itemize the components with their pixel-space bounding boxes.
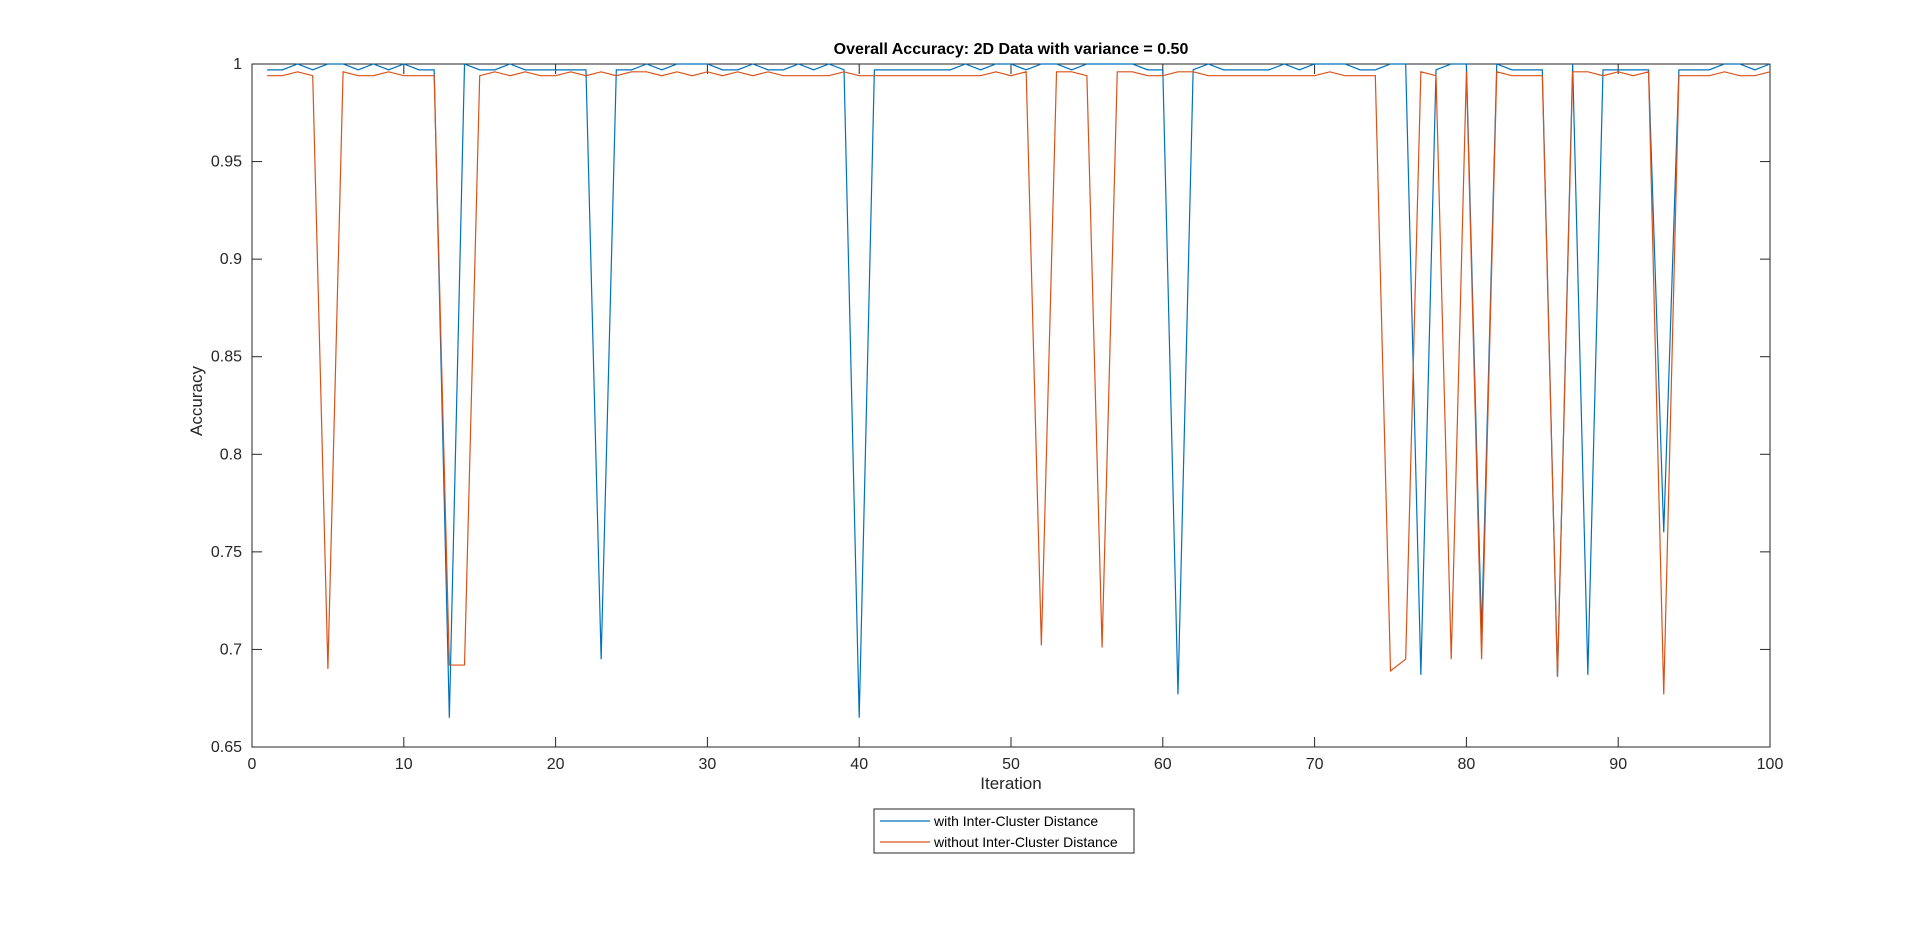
legend-label: without Inter-Cluster Distance <box>933 834 1118 850</box>
y-tick-label: 1 <box>233 56 242 73</box>
y-tick-label: 0.75 <box>211 544 242 561</box>
x-tick-label: 90 <box>1609 756 1627 773</box>
x-tick-label: 70 <box>1306 756 1324 773</box>
x-tick-label: 60 <box>1154 756 1172 773</box>
y-tick-label: 0.95 <box>211 154 242 171</box>
x-tick-label: 10 <box>395 756 413 773</box>
x-tick-label: 0 <box>248 756 257 773</box>
legend-box <box>873 808 1135 854</box>
series-line-with-inter-cluster-distance <box>267 63 1771 718</box>
y-axis-label: Accuracy <box>187 366 206 436</box>
x-tick-label: 20 <box>547 756 565 773</box>
legend-label: with Inter-Cluster Distance <box>933 813 1098 829</box>
series-line-without-inter-cluster-distance <box>267 71 1771 695</box>
x-tick-label: 100 <box>1757 756 1784 773</box>
x-axis-label: Iteration <box>980 774 1041 793</box>
legend: with Inter-Cluster Distance without Inter… <box>873 808 1135 854</box>
x-tick-label: 40 <box>850 756 868 773</box>
x-tick-label: 50 <box>1002 756 1020 773</box>
x-tick-label: 80 <box>1458 756 1476 773</box>
y-tick-label: 0.65 <box>211 739 242 756</box>
y-tick-label: 0.7 <box>220 641 242 658</box>
y-tick-label: 0.8 <box>220 446 242 463</box>
y-tick-label: 0.85 <box>211 349 242 366</box>
plot-area <box>251 63 1771 748</box>
chart-title: Overall Accuracy: 2D Data with variance … <box>834 41 1189 58</box>
y-tick-label: 0.9 <box>220 251 242 268</box>
x-tick-label: 30 <box>699 756 717 773</box>
